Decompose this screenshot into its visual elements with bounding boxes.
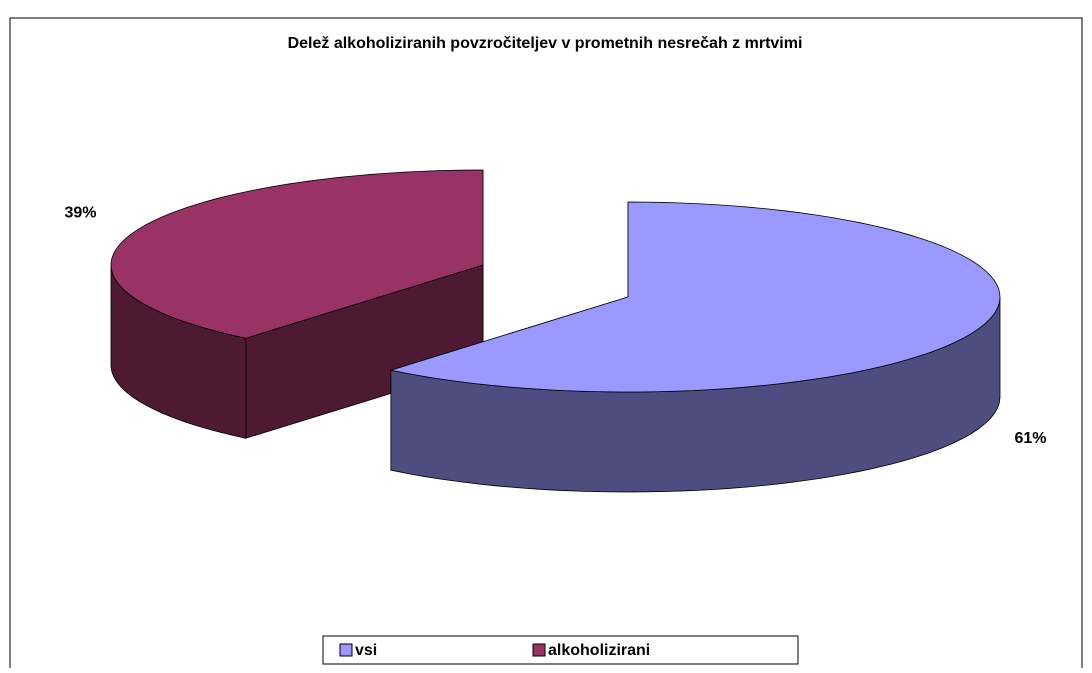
slice-top	[110, 169, 484, 339]
data-label: 61%	[1014, 430, 1046, 447]
legend-swatch	[532, 643, 546, 657]
slice-top	[390, 201, 1001, 393]
pie-slice	[390, 201, 1001, 493]
chart-title: Delež alkoholiziranih povzročiteljev v p…	[288, 35, 803, 52]
data-label: 39%	[64, 204, 96, 221]
legend-box	[322, 635, 799, 665]
pie-slice	[110, 169, 484, 439]
legend-label: alkoholizirani	[548, 642, 650, 659]
legend-label: vsi	[355, 642, 377, 659]
legend-swatch	[339, 643, 353, 657]
